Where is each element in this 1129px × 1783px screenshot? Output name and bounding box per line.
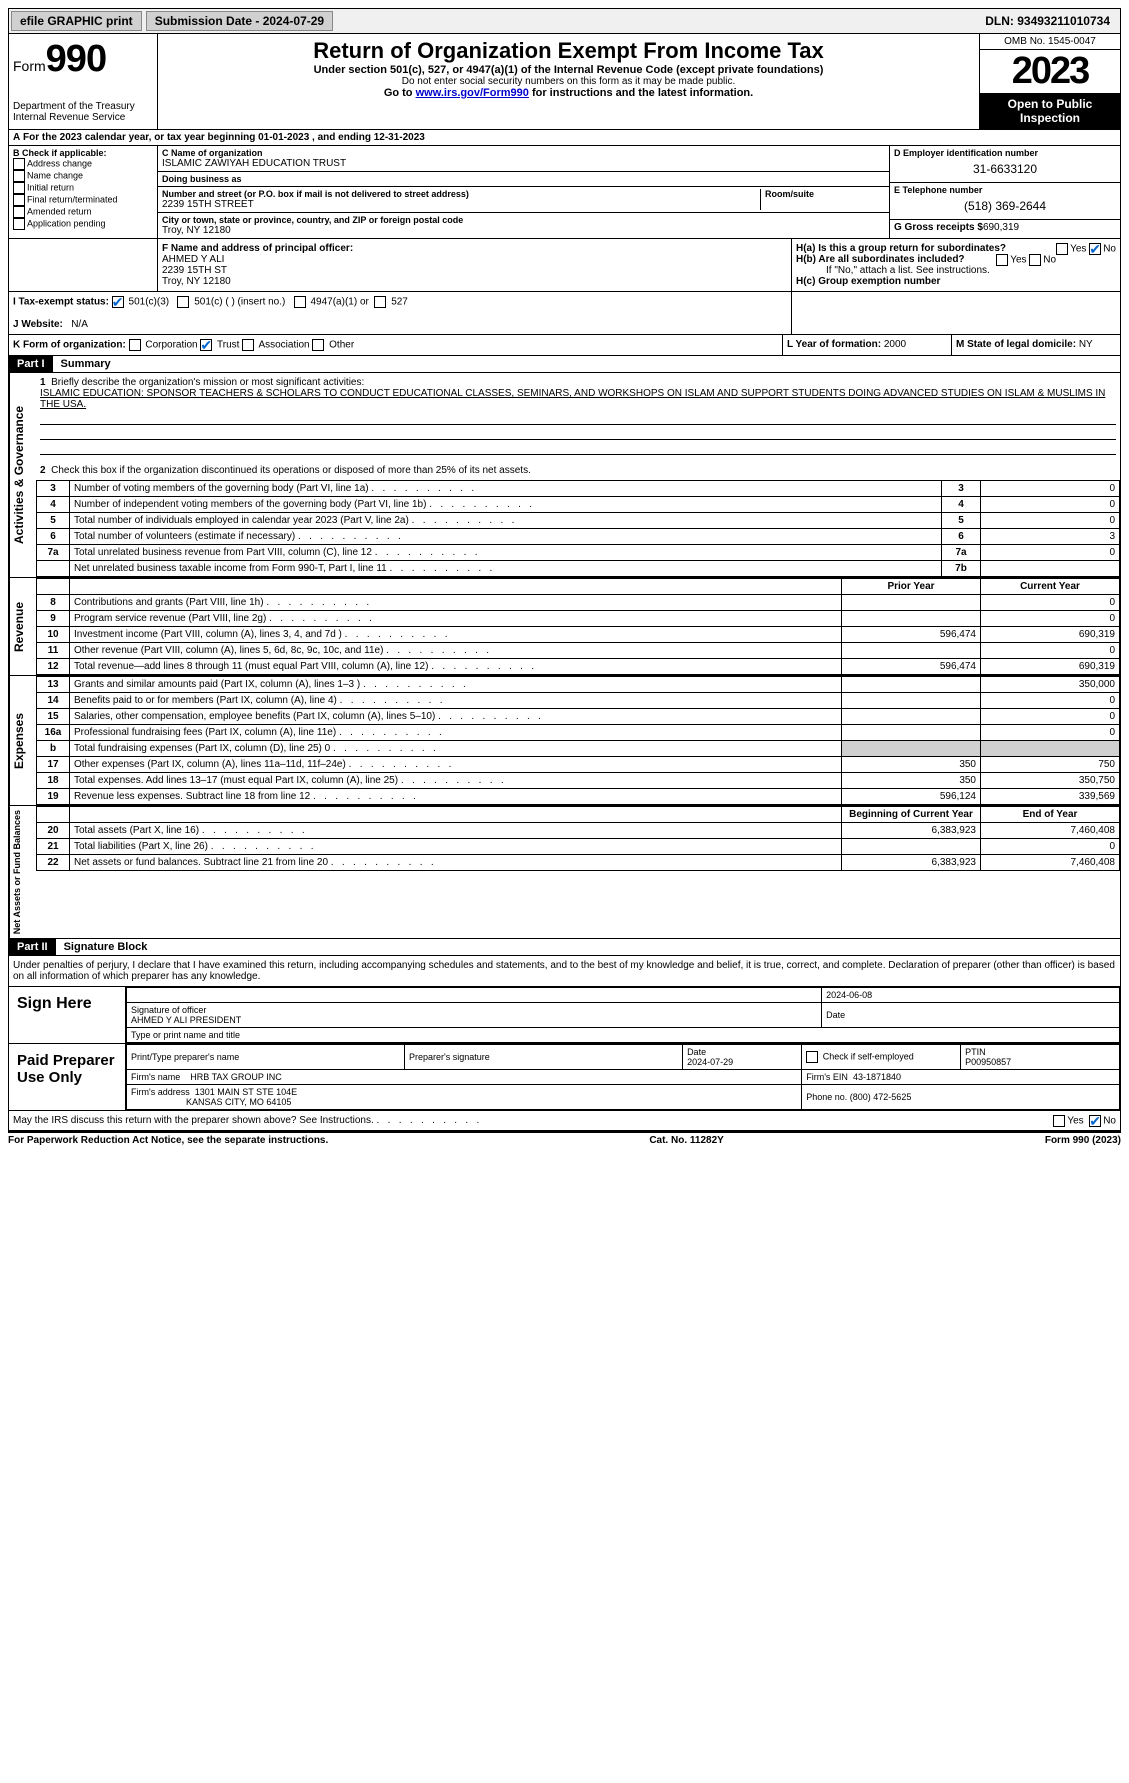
firm-phone: (800) 472-5625 [850, 1092, 912, 1102]
hb-yes-checkbox[interactable] [996, 254, 1008, 266]
page-footer: For Paperwork Reduction Act Notice, see … [8, 1131, 1121, 1146]
sign-here-block: Sign Here 2024-06-08 Signature of office… [8, 987, 1121, 1044]
omb-number: OMB No. 1545-0047 [980, 34, 1120, 50]
activities-governance-section: Activities & Governance 1 Briefly descri… [8, 373, 1121, 578]
self-employed-checkbox[interactable] [806, 1051, 818, 1063]
summary-row: 3Number of voting members of the governi… [37, 481, 1120, 497]
telephone-value: (518) 369-2644 [894, 195, 1116, 217]
instructions-link[interactable]: www.irs.gov/Form990 [416, 87, 529, 99]
summary-row: 11Other revenue (Part VIII, column (A), … [37, 643, 1120, 659]
revenue-section: Revenue Prior YearCurrent Year8Contribut… [8, 578, 1121, 676]
hb-no-checkbox[interactable] [1029, 254, 1041, 266]
summary-row: 12Total revenue—add lines 8 through 11 (… [37, 659, 1120, 675]
website-value: N/A [71, 319, 88, 330]
summary-row: Net unrelated business taxable income fr… [37, 561, 1120, 577]
summary-row: 22Net assets or fund balances. Subtract … [37, 855, 1120, 871]
firm-ein: 43-1871840 [853, 1072, 901, 1082]
privacy-note: Do not enter social security numbers on … [162, 76, 975, 87]
department-label: Department of the Treasury Internal Reve… [13, 101, 153, 123]
org-name: ISLAMIC ZAWIYAH EDUCATION TRUST [162, 158, 885, 169]
summary-row: 9Program service revenue (Part VIII, lin… [37, 611, 1120, 627]
summary-row: 5Total number of individuals employed in… [37, 513, 1120, 529]
amended-return-checkbox[interactable] [13, 206, 25, 218]
preparer-date: 2024-07-29 [687, 1057, 733, 1067]
efile-print-button[interactable]: efile GRAPHIC print [11, 11, 142, 31]
summary-row: 15Salaries, other compensation, employee… [37, 709, 1120, 725]
discuss-no-checkbox[interactable] [1089, 1115, 1101, 1127]
ein-value: 31-6633120 [894, 158, 1116, 180]
part-ii-header: Part II Signature Block [8, 939, 1121, 956]
initial-return-checkbox[interactable] [13, 182, 25, 194]
box-d-e-g: D Employer identification number 31-6633… [889, 146, 1120, 238]
line-a-tax-year: A For the 2023 calendar year, or tax yea… [8, 130, 1121, 146]
summary-row: bTotal fundraising expenses (Part IX, co… [37, 741, 1120, 757]
summary-row: 10Investment income (Part VIII, column (… [37, 627, 1120, 643]
paid-preparer-block: Paid Preparer Use Only Print/Type prepar… [8, 1044, 1121, 1111]
dln-label: DLN: 93493211010734 [985, 14, 1118, 28]
association-checkbox[interactable] [242, 339, 254, 351]
box-c-org-info: C Name of organization ISLAMIC ZAWIYAH E… [158, 146, 889, 238]
street-address: 2239 15TH STREET [162, 199, 756, 210]
officer-name: AHMED Y ALI [162, 254, 224, 265]
summary-row: 13Grants and similar amounts paid (Part … [37, 677, 1120, 693]
summary-row: 8Contributions and grants (Part VIII, li… [37, 595, 1120, 611]
form-title: Return of Organization Exempt From Incom… [162, 38, 975, 64]
summary-row: 21Total liabilities (Part X, line 26)0 [37, 839, 1120, 855]
exempt-status-row: I Tax-exempt status: 501(c)(3) 501(c) ( … [8, 292, 1121, 335]
summary-row: 14Benefits paid to or for members (Part … [37, 693, 1120, 709]
address-change-checkbox[interactable] [13, 158, 25, 170]
firm-address: 1301 MAIN ST STE 104E [195, 1087, 297, 1097]
discuss-row: May the IRS discuss this return with the… [8, 1111, 1121, 1131]
open-to-public: Open to Public Inspection [980, 93, 1120, 129]
tax-year: 2023 [980, 50, 1120, 93]
4947a1-checkbox[interactable] [294, 296, 306, 308]
mission-text: ISLAMIC EDUCATION: SPONSOR TEACHERS & SC… [40, 388, 1105, 410]
domicile-state: NY [1079, 339, 1093, 350]
formation-year: 2000 [884, 339, 906, 350]
part-i-header: Part I Summary [8, 356, 1121, 373]
other-checkbox[interactable] [312, 339, 324, 351]
perjury-declaration: Under penalties of perjury, I declare th… [8, 956, 1121, 987]
submission-date-button[interactable]: Submission Date - 2024-07-29 [146, 11, 333, 31]
527-checkbox[interactable] [374, 296, 386, 308]
final-return-checkbox[interactable] [13, 194, 25, 206]
city-state-zip: Troy, NY 12180 [162, 225, 885, 236]
summary-row: 16aProfessional fundraising fees (Part I… [37, 725, 1120, 741]
form-org-row: K Form of organization: Corporation Trus… [8, 335, 1121, 356]
entity-info-block: B Check if applicable: Address change Na… [8, 146, 1121, 239]
name-change-checkbox[interactable] [13, 170, 25, 182]
trust-checkbox[interactable] [200, 339, 212, 351]
expenses-section: Expenses 13Grants and similar amounts pa… [8, 676, 1121, 806]
corporation-checkbox[interactable] [129, 339, 141, 351]
net-assets-section: Net Assets or Fund Balances Beginning of… [8, 806, 1121, 939]
501c3-checkbox[interactable] [112, 296, 124, 308]
summary-row: 7aTotal unrelated business revenue from … [37, 545, 1120, 561]
discuss-yes-checkbox[interactable] [1053, 1115, 1065, 1127]
501c-checkbox[interactable] [177, 296, 189, 308]
form-number: Form990 [13, 38, 153, 81]
instructions-note: Go to www.irs.gov/Form990 for instructio… [162, 87, 975, 99]
summary-row: 17Other expenses (Part IX, column (A), l… [37, 757, 1120, 773]
summary-row: 19Revenue less expenses. Subtract line 1… [37, 789, 1120, 805]
ha-no-checkbox[interactable] [1089, 243, 1101, 255]
box-b-checkboxes: B Check if applicable: Address change Na… [9, 146, 158, 238]
ha-yes-checkbox[interactable] [1056, 243, 1068, 255]
summary-row: 4Number of independent voting members of… [37, 497, 1120, 513]
ptin-value: P00950857 [965, 1057, 1011, 1067]
summary-row: 20Total assets (Part X, line 16)6,383,92… [37, 823, 1120, 839]
summary-row: 18Total expenses. Add lines 13–17 (must … [37, 773, 1120, 789]
application-pending-checkbox[interactable] [13, 218, 25, 230]
sign-date: 2024-06-08 [822, 988, 1120, 1003]
form-header: Form990 Department of the Treasury Inter… [8, 34, 1121, 130]
officer-signature-name: AHMED Y ALI PRESIDENT [131, 1015, 241, 1025]
officer-group-row: F Name and address of principal officer:… [8, 239, 1121, 292]
gross-receipts-value: 690,319 [983, 222, 1019, 233]
form-subtitle: Under section 501(c), 527, or 4947(a)(1)… [162, 64, 975, 76]
top-toolbar: efile GRAPHIC print Submission Date - 20… [8, 8, 1121, 34]
summary-row: 6Total number of volunteers (estimate if… [37, 529, 1120, 545]
firm-name: HRB TAX GROUP INC [190, 1072, 282, 1082]
